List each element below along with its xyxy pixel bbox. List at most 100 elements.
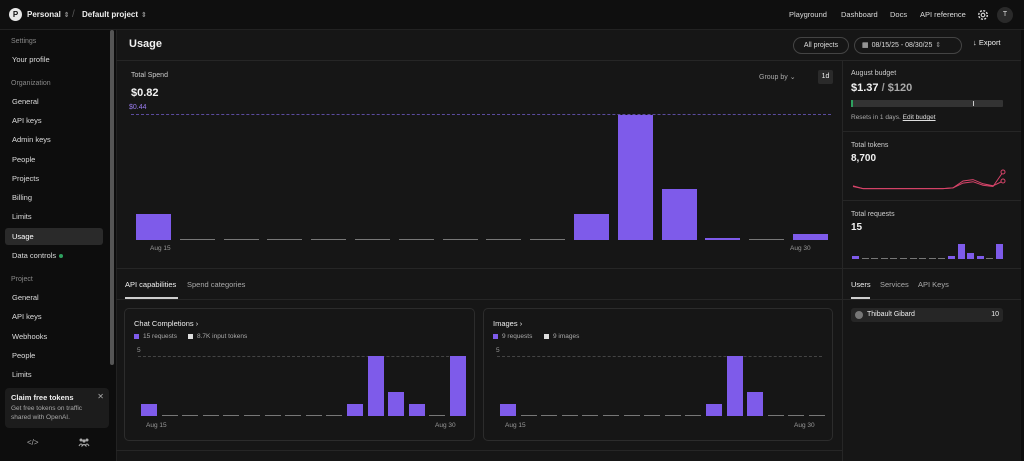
- spend-bar-aug-15[interactable]: [136, 214, 171, 240]
- sidebar-item-projects[interactable]: Projects: [12, 174, 40, 183]
- chat-bar-aug-30[interactable]: [450, 356, 466, 416]
- requests-bar-aug-20[interactable]: [900, 258, 907, 259]
- nav-playground[interactable]: Playground: [789, 10, 827, 19]
- chat-bar-aug-18[interactable]: [202, 415, 219, 416]
- requests-bar-aug-25[interactable]: [948, 256, 955, 259]
- sidebar-item-admin-keys[interactable]: Admin keys: [12, 135, 51, 144]
- date-range-picker[interactable]: ▦ 08/15/25 - 08/30/25 ⇕: [854, 37, 962, 54]
- images-bar-aug-17[interactable]: [541, 415, 558, 416]
- requests-bar-aug-16[interactable]: [861, 258, 869, 259]
- requests-bar-aug-28[interactable]: [976, 256, 984, 259]
- spend-bar-aug-20[interactable]: [355, 239, 390, 240]
- spend-bar-aug-17[interactable]: [223, 239, 259, 240]
- images-bar-aug-29[interactable]: [788, 415, 805, 416]
- requests-bar-aug-30[interactable]: [996, 244, 1003, 259]
- sidebar-scrollbar[interactable]: [110, 30, 114, 365]
- images-bar-aug-26[interactable]: [726, 356, 743, 416]
- sidebar-item-api-keys[interactable]: API keys: [12, 116, 42, 125]
- spend-bar-aug-19[interactable]: [311, 239, 347, 240]
- group-by-dropdown[interactable]: Group by ⌄: [759, 73, 796, 81]
- images-bar-aug-18[interactable]: [561, 415, 578, 416]
- requests-bar-aug-19[interactable]: [890, 258, 898, 259]
- spend-bar-aug-29[interactable]: [749, 239, 785, 240]
- sidebar-item-webhooks[interactable]: Webhooks: [12, 332, 48, 341]
- images-bar-aug-23[interactable]: [664, 415, 681, 416]
- chat-bar-aug-29[interactable]: [429, 415, 446, 416]
- chat-bar-aug-23[interactable]: [305, 415, 322, 416]
- requests-bar-aug-24[interactable]: [938, 258, 946, 259]
- requests-bar-aug-23[interactable]: [928, 258, 936, 259]
- spend-bar-aug-24[interactable]: [530, 239, 566, 240]
- chat-bar-aug-28[interactable]: [408, 404, 425, 416]
- images-bar-aug-20[interactable]: [603, 415, 619, 416]
- images-bar-aug-30[interactable]: [809, 415, 825, 416]
- community-icon[interactable]: [78, 437, 90, 447]
- sidebar-item-your-profile[interactable]: Your profile: [12, 55, 50, 64]
- spend-bar-aug-27[interactable]: [661, 188, 697, 240]
- spend-bar-aug-23[interactable]: [486, 239, 522, 240]
- requests-bar-aug-21[interactable]: [909, 258, 917, 259]
- requests-bar-aug-15[interactable]: [852, 256, 859, 259]
- tab-spend-categories[interactable]: Spend categories: [187, 280, 246, 289]
- tab-services[interactable]: Services: [880, 280, 909, 289]
- chat-bar-aug-27[interactable]: [388, 392, 405, 416]
- code-icon[interactable]: </>: [27, 438, 39, 447]
- chat-bar-aug-22[interactable]: [285, 415, 302, 416]
- sidebar-item-project-general[interactable]: General: [12, 293, 39, 302]
- chat-bar-aug-21[interactable]: [264, 415, 281, 416]
- requests-bar-aug-17[interactable]: [871, 258, 879, 259]
- images-bar-aug-24[interactable]: [685, 415, 702, 416]
- spend-bar-aug-21[interactable]: [398, 239, 434, 240]
- chat-bar-aug-17[interactable]: [182, 415, 199, 416]
- images-bar-aug-27[interactable]: [747, 392, 764, 416]
- interval-toggle[interactable]: 1d: [818, 70, 833, 84]
- sidebar-item-project-limits[interactable]: Limits: [12, 370, 32, 379]
- requests-bar-aug-22[interactable]: [919, 258, 927, 259]
- tab-api-capabilities[interactable]: API capabilities: [125, 280, 177, 289]
- chat-bar-aug-19[interactable]: [223, 415, 240, 416]
- images-bar-aug-22[interactable]: [644, 415, 661, 416]
- images-bar-aug-15[interactable]: [500, 404, 516, 416]
- requests-bar-aug-27[interactable]: [967, 253, 975, 259]
- spend-bar-aug-25[interactable]: [574, 214, 609, 240]
- export-button[interactable]: ↓ Export: [973, 38, 1001, 47]
- images-card[interactable]: Images › 9 requests 9 images 5 Aug 15 Au…: [483, 308, 833, 441]
- project-switcher[interactable]: Default project ⇕: [82, 0, 147, 30]
- requests-bar-aug-29[interactable]: [986, 258, 994, 259]
- spend-bar-aug-18[interactable]: [267, 239, 303, 240]
- sidebar-item-project-api-keys[interactable]: API keys: [12, 312, 42, 321]
- user-row[interactable]: Thibault Gibard 10: [851, 308, 1003, 322]
- sidebar-item-general[interactable]: General: [12, 97, 39, 106]
- images-bar-aug-16[interactable]: [520, 415, 537, 416]
- tab-users[interactable]: Users: [851, 280, 871, 289]
- chat-bar-aug-15[interactable]: [141, 404, 157, 416]
- nav-api-reference[interactable]: API reference: [920, 10, 966, 19]
- sidebar-item-usage[interactable]: Usage: [5, 228, 103, 245]
- chat-bar-aug-26[interactable]: [367, 356, 384, 416]
- spend-bar-aug-26[interactable]: [617, 115, 653, 240]
- promo-card[interactable]: Claim free tokens Get free tokens on tra…: [5, 388, 109, 428]
- sidebar-item-project-people[interactable]: People: [12, 351, 36, 360]
- spend-bar-aug-28[interactable]: [705, 238, 741, 240]
- chat-bar-aug-24[interactable]: [326, 415, 343, 416]
- gear-icon[interactable]: [977, 9, 989, 21]
- images-bar-aug-21[interactable]: [623, 415, 640, 416]
- sidebar-item-limits[interactable]: Limits: [12, 212, 32, 221]
- chat-bar-aug-20[interactable]: [244, 415, 260, 416]
- spend-bar-aug-30[interactable]: [793, 234, 828, 240]
- images-bar-aug-25[interactable]: [706, 404, 722, 416]
- tab-api-keys[interactable]: API Keys: [918, 280, 949, 289]
- chat-bar-aug-16[interactable]: [161, 415, 178, 416]
- sidebar-item-people[interactable]: People: [12, 155, 36, 164]
- sidebar-item-data-controls[interactable]: Data controls: [5, 247, 103, 264]
- sidebar-item-billing[interactable]: Billing: [12, 193, 33, 202]
- images-bar-aug-28[interactable]: [767, 415, 784, 416]
- all-projects-button[interactable]: All projects: [793, 37, 849, 54]
- nav-docs[interactable]: Docs: [890, 10, 908, 19]
- requests-bar-aug-18[interactable]: [880, 258, 888, 259]
- images-bar-aug-19[interactable]: [582, 415, 599, 416]
- spend-bar-aug-16[interactable]: [179, 239, 215, 240]
- org-switcher[interactable]: Personal ⇕: [27, 0, 70, 30]
- chat-bar-aug-25[interactable]: [347, 404, 363, 416]
- spend-bar-aug-22[interactable]: [442, 239, 478, 240]
